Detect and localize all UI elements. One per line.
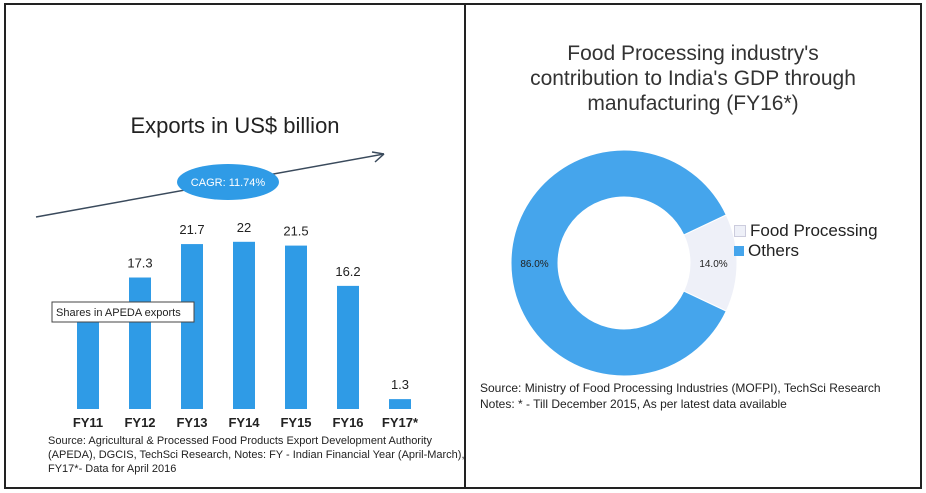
gdp-title-line-3: manufacturing (FY16*) bbox=[587, 92, 799, 115]
cagr-label: CAGR: 11.74% bbox=[191, 177, 266, 189]
annotation-text: Shares in APEDA exports bbox=[56, 307, 181, 319]
bar-fy16 bbox=[337, 285, 359, 409]
exports-chart-title: Exports in US$ billion bbox=[130, 113, 340, 138]
data-label-fy14: 22 bbox=[237, 220, 251, 235]
gdp-title-line-1: Food Processing industry's bbox=[567, 42, 819, 65]
bar-fy15 bbox=[285, 245, 307, 409]
bar-fy11 bbox=[77, 314, 99, 409]
slice-label-food-processing: 14.0% bbox=[699, 259, 727, 270]
x-tick-fy14: FY14 bbox=[228, 415, 260, 430]
exports-bar-chart: CAGR: 11.74% FY11 17.3 FY12 21.7 FY13 22 FY14 21… bbox=[35, 151, 419, 430]
gdp-panel: Food Processing industry's contribution … bbox=[466, 5, 920, 487]
x-tick-fy16: FY16 bbox=[332, 415, 363, 430]
legend-label-others: Others bbox=[748, 241, 800, 260]
data-label-fy16: 16.2 bbox=[335, 264, 360, 279]
figure-frame bbox=[4, 3, 922, 489]
slice-label-others: 86.0% bbox=[520, 259, 548, 270]
gdp-legend: Food Processing Others bbox=[734, 221, 878, 261]
cagr-oval bbox=[177, 164, 279, 200]
gdp-title-line-2: contribution to India's GDP through bbox=[530, 67, 856, 90]
annotation-box bbox=[51, 301, 195, 323]
legend-label-food-processing: Food Processing bbox=[750, 221, 878, 240]
panel-divider bbox=[464, 3, 466, 489]
x-tick-fy11: FY11 bbox=[73, 415, 103, 430]
legend-swatch-food-processing bbox=[734, 225, 746, 237]
gdp-source-line-2: Notes: * - Till December 2015, As per la… bbox=[480, 397, 787, 411]
data-label-fy12: 17.3 bbox=[127, 256, 152, 271]
slice-others bbox=[510, 149, 727, 377]
legend-item-others: Others bbox=[734, 241, 878, 261]
data-label-fy13: 21.7 bbox=[179, 222, 204, 237]
x-tick-fy12: FY12 bbox=[124, 415, 155, 430]
gdp-source-line-1: Source: Ministry of Food Processing Indu… bbox=[480, 381, 881, 395]
x-tick-fy17: FY17* bbox=[382, 415, 419, 430]
bar-fy14 bbox=[233, 241, 255, 409]
exports-source-line-2: (APEDA), DGCIS, TechSci Research, Notes:… bbox=[48, 449, 464, 461]
exports-source-line-1: Source: Agricultural & Processed Food Pr… bbox=[48, 435, 432, 447]
exports-source-line-3: FY17*- Data for April 2016 bbox=[48, 463, 177, 475]
cagr-trend-arrow-head bbox=[371, 151, 385, 163]
data-label-fy17: 1.3 bbox=[391, 377, 409, 392]
x-tick-fy13: FY13 bbox=[176, 415, 207, 430]
data-label-fy15: 21.5 bbox=[283, 224, 308, 239]
legend-swatch-others bbox=[734, 246, 744, 256]
bar-fy12 bbox=[129, 277, 151, 409]
bar-fy13 bbox=[181, 244, 203, 409]
gdp-donut-chart: 14.0% 86.0% bbox=[510, 149, 738, 377]
exports-panel: Exports in US$ billion CAGR: 11.74% FY11 1… bbox=[6, 5, 464, 487]
legend-item-food-processing: Food Processing bbox=[734, 221, 878, 241]
bar-fy17 bbox=[389, 399, 411, 409]
gdp-chart-title: Food Processing industry's contribution … bbox=[466, 41, 920, 116]
x-tick-fy15: FY15 bbox=[280, 415, 311, 430]
